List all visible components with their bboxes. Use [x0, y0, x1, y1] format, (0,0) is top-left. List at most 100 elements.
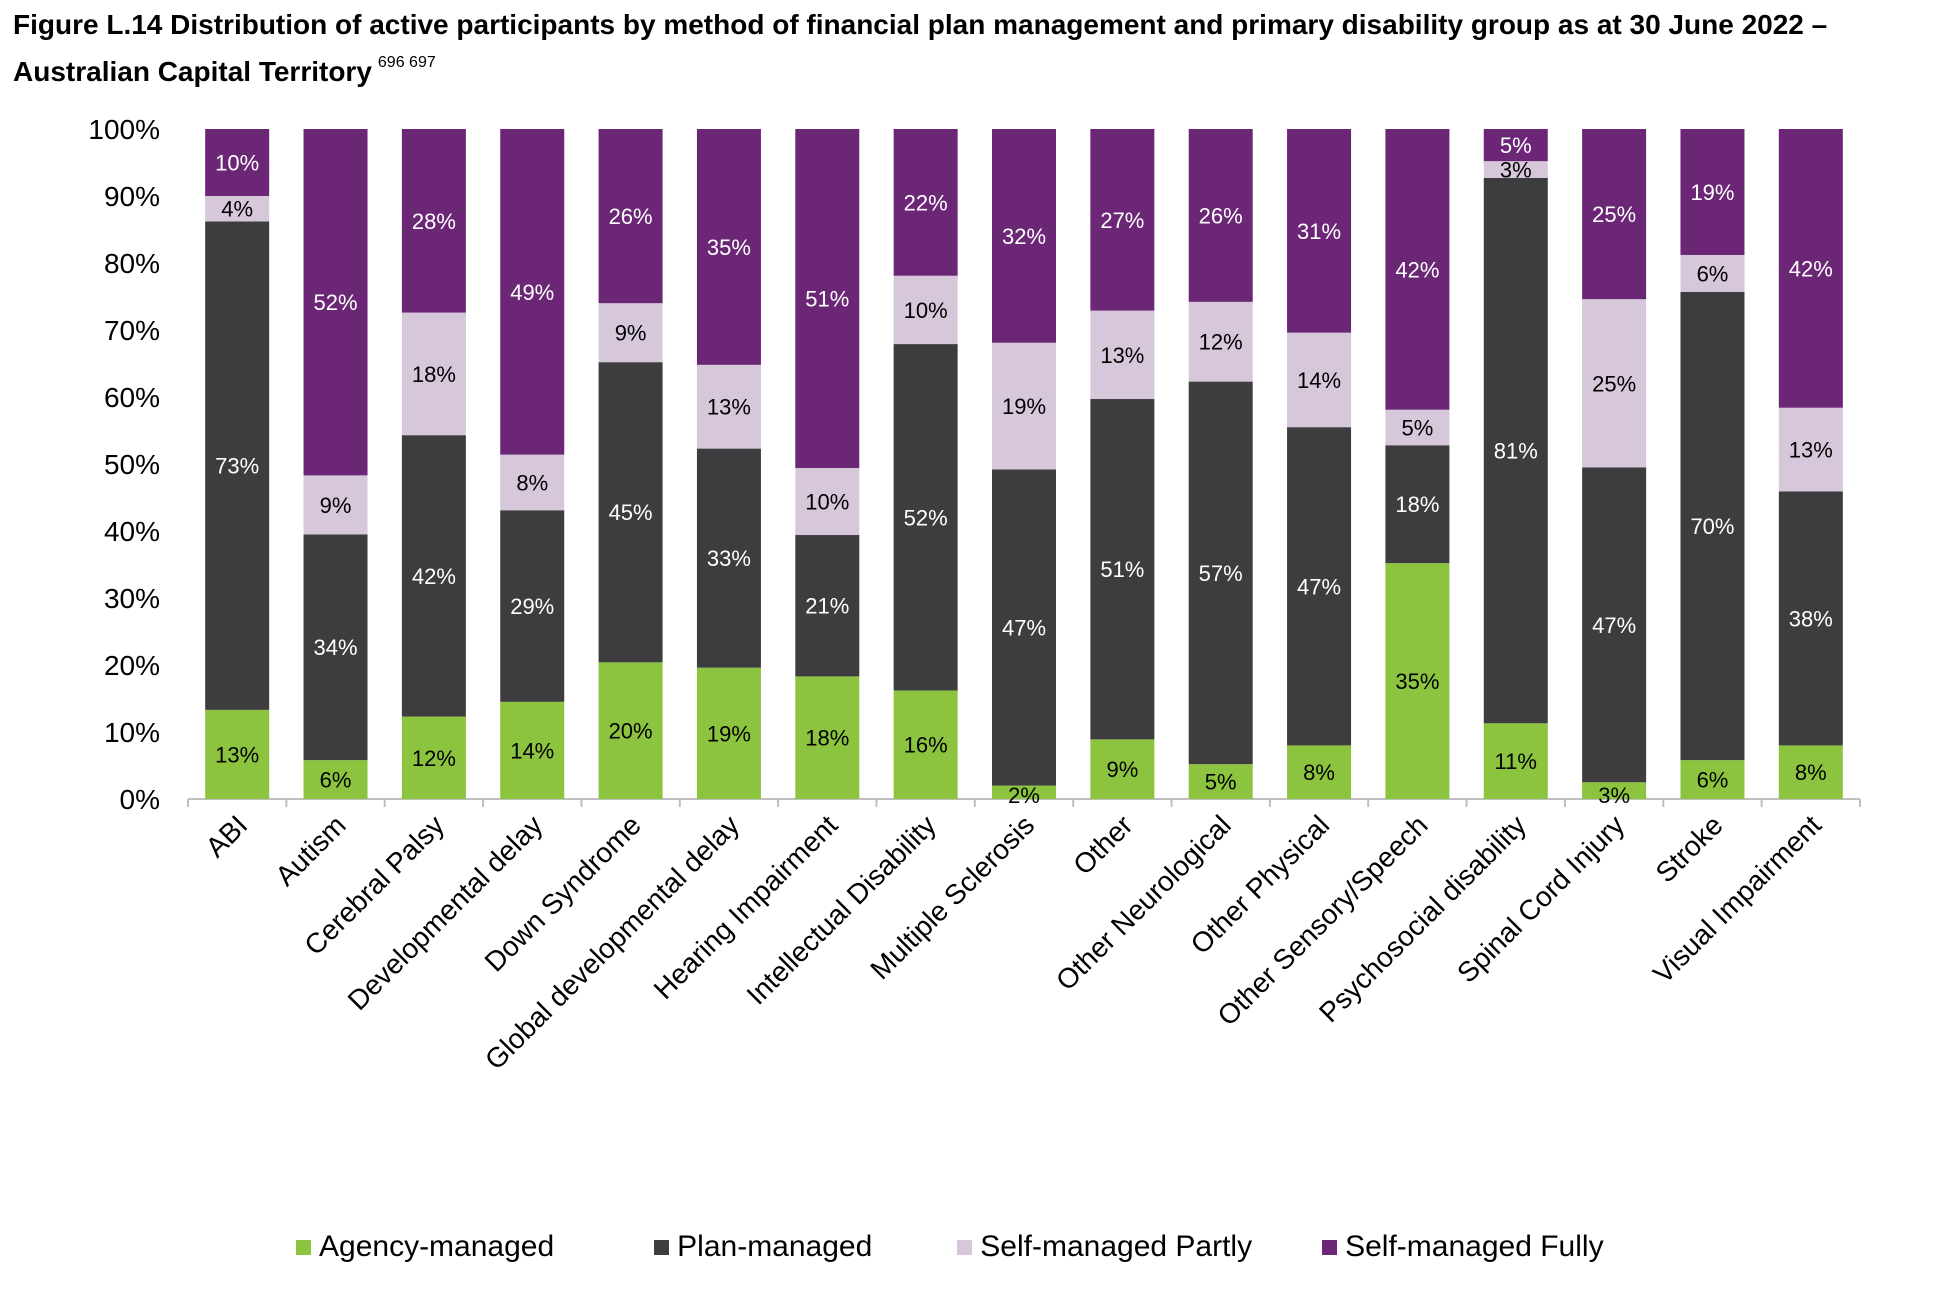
data-label: 16%	[904, 733, 948, 758]
bar-segment	[401, 129, 466, 313]
data-label: 25%	[1592, 202, 1636, 227]
bar-segment	[500, 510, 565, 702]
data-label: 5%	[1500, 133, 1532, 158]
bar-segment	[1385, 409, 1450, 446]
legend-swatch	[654, 1239, 670, 1255]
data-label: 22%	[904, 190, 948, 215]
bar-segment	[1287, 745, 1352, 799]
bar-segment	[696, 129, 761, 365]
legend-item: Self-managed Fully	[1322, 1230, 1604, 1264]
y-tick-label: 30%	[104, 583, 160, 614]
y-tick-label: 90%	[104, 181, 160, 212]
bar-segment	[1385, 129, 1450, 410]
bar-segment	[401, 716, 466, 799]
data-label: 19%	[1690, 180, 1734, 205]
data-label: 14%	[1297, 368, 1341, 393]
data-label: 49%	[510, 280, 554, 305]
data-label: 8%	[1795, 760, 1827, 785]
data-label: 45%	[609, 500, 653, 525]
y-tick-label: 70%	[104, 315, 160, 346]
bar-segment	[1483, 129, 1548, 162]
data-label: 29%	[510, 594, 554, 619]
data-label: 81%	[1494, 439, 1538, 464]
data-label: 10%	[904, 298, 948, 323]
bar-segment	[1188, 129, 1253, 302]
data-label: 19%	[1002, 394, 1046, 419]
bar-segment	[795, 468, 860, 536]
data-label: 52%	[904, 505, 948, 530]
bar-segment	[401, 312, 466, 436]
bar-segment	[1090, 739, 1155, 799]
data-label: 9%	[320, 493, 352, 518]
data-label: 6%	[1697, 768, 1729, 793]
bar-segment	[401, 435, 466, 717]
data-label: 47%	[1297, 574, 1341, 599]
bar-segment	[205, 196, 270, 222]
bar-segment	[598, 362, 663, 663]
data-label: 35%	[707, 235, 751, 260]
x-category-label: Intellectual Disability	[741, 809, 942, 1010]
data-label: 3%	[1598, 783, 1630, 808]
data-label: 3%	[1500, 158, 1532, 183]
data-label: 11%	[1495, 749, 1537, 774]
y-tick-label: 0%	[120, 784, 160, 815]
bar-segment	[1483, 177, 1548, 724]
data-label: 21%	[805, 594, 849, 619]
bar-segment	[500, 129, 565, 455]
data-label: 42%	[412, 564, 456, 589]
y-tick-label: 80%	[104, 248, 160, 279]
x-category-label: Other Neurological	[1050, 809, 1237, 996]
bar-segment	[1680, 254, 1745, 292]
chart-bars	[205, 129, 1843, 799]
x-category-label: Other	[1067, 809, 1138, 880]
bar-segment	[893, 690, 958, 799]
bar-segment	[1778, 129, 1843, 408]
data-label: 9%	[1106, 757, 1138, 782]
data-label: 47%	[1002, 615, 1046, 640]
bar-segment	[1287, 129, 1352, 333]
bar-segment	[795, 535, 860, 677]
data-label: 6%	[320, 768, 352, 793]
data-label: 9%	[615, 321, 647, 346]
data-label: 12%	[1199, 330, 1243, 355]
bar-segment	[1287, 427, 1352, 746]
data-label: 42%	[1789, 256, 1833, 281]
bar-segment	[1680, 760, 1745, 799]
data-label: 42%	[1395, 257, 1439, 282]
legend-label: Self-managed Fully	[1345, 1230, 1604, 1263]
data-label: 52%	[314, 290, 358, 315]
bar-segment	[696, 448, 761, 668]
data-label: 51%	[1100, 557, 1144, 582]
title-footnote-refs: 696 697	[377, 54, 436, 71]
bar-segment	[992, 129, 1056, 343]
x-category-label: Multiple Sclerosis	[864, 809, 1040, 985]
bar-segment	[1582, 782, 1647, 799]
legend-label: Self-managed Partly	[980, 1230, 1253, 1263]
bar-segment	[303, 534, 368, 761]
bar-segment	[1188, 301, 1253, 382]
x-category-label: Hearing Impairment	[648, 809, 844, 1005]
bar-segment	[1483, 723, 1548, 799]
x-category-label: Developmental delay	[342, 809, 549, 1016]
data-label: 38%	[1789, 606, 1833, 631]
y-tick-label: 20%	[104, 650, 160, 681]
data-label: 70%	[1690, 514, 1734, 539]
legend-swatch	[957, 1239, 973, 1255]
data-label: 25%	[1592, 371, 1636, 396]
bar-segment	[1090, 129, 1155, 311]
bar-segment	[992, 785, 1056, 799]
bar-segment	[1385, 445, 1450, 564]
x-category-label: Spinal Cord Injury	[1451, 809, 1630, 988]
data-label: 13%	[1100, 343, 1144, 368]
data-label: 8%	[516, 470, 548, 495]
data-label: 34%	[314, 635, 358, 660]
bar-segment	[893, 344, 958, 691]
bar-segment	[1582, 129, 1647, 300]
bar-segment	[696, 667, 761, 799]
bar-segment	[1090, 399, 1155, 740]
bar-segment	[598, 662, 663, 799]
bar-segment	[205, 709, 270, 799]
bar-segment	[205, 221, 270, 710]
bar-segment	[500, 454, 565, 511]
data-label: 28%	[412, 209, 456, 234]
